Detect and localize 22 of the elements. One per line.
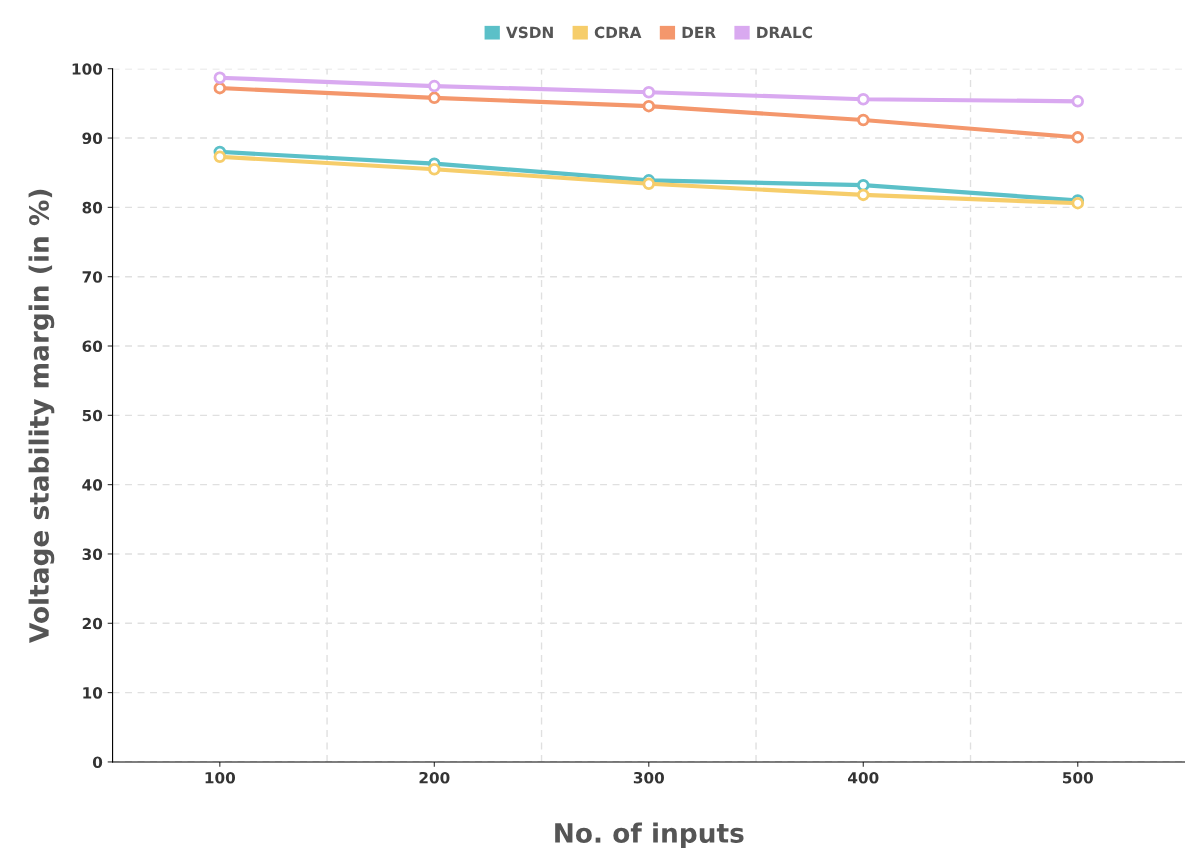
y-tick-label: 100 [72, 63, 103, 75]
legend-label: DER [682, 26, 716, 38]
y-tick-label: 20 [82, 617, 103, 630]
y-tick-label: 10 [83, 687, 103, 699]
x-axis-title: No. of inputs [555, 822, 744, 849]
x-tick-label: 400 [848, 771, 879, 784]
legend-label: DRALC [757, 26, 813, 39]
y-tick-label: 90 [82, 132, 103, 145]
y-tick-label: 40 [82, 479, 103, 491]
y-tick-label: 60 [82, 340, 103, 353]
x-tick-label: 300 [633, 771, 664, 784]
x-tick-label: 100 [205, 771, 236, 784]
y-tick-label: 0 [92, 756, 103, 768]
legend-label: CDRA [594, 26, 642, 39]
y-tick-label: 70 [82, 271, 103, 283]
legend-label: VSDN [506, 26, 553, 39]
x-tick-label: 500 [1062, 771, 1093, 784]
y-tick-label: 30 [82, 548, 103, 560]
y-tick-label: 50 [82, 409, 103, 422]
y-tick-label: 80 [82, 201, 103, 214]
y-axis-title: Voltage stability margin (in %) [28, 189, 55, 643]
x-tick-label: 200 [419, 771, 450, 784]
